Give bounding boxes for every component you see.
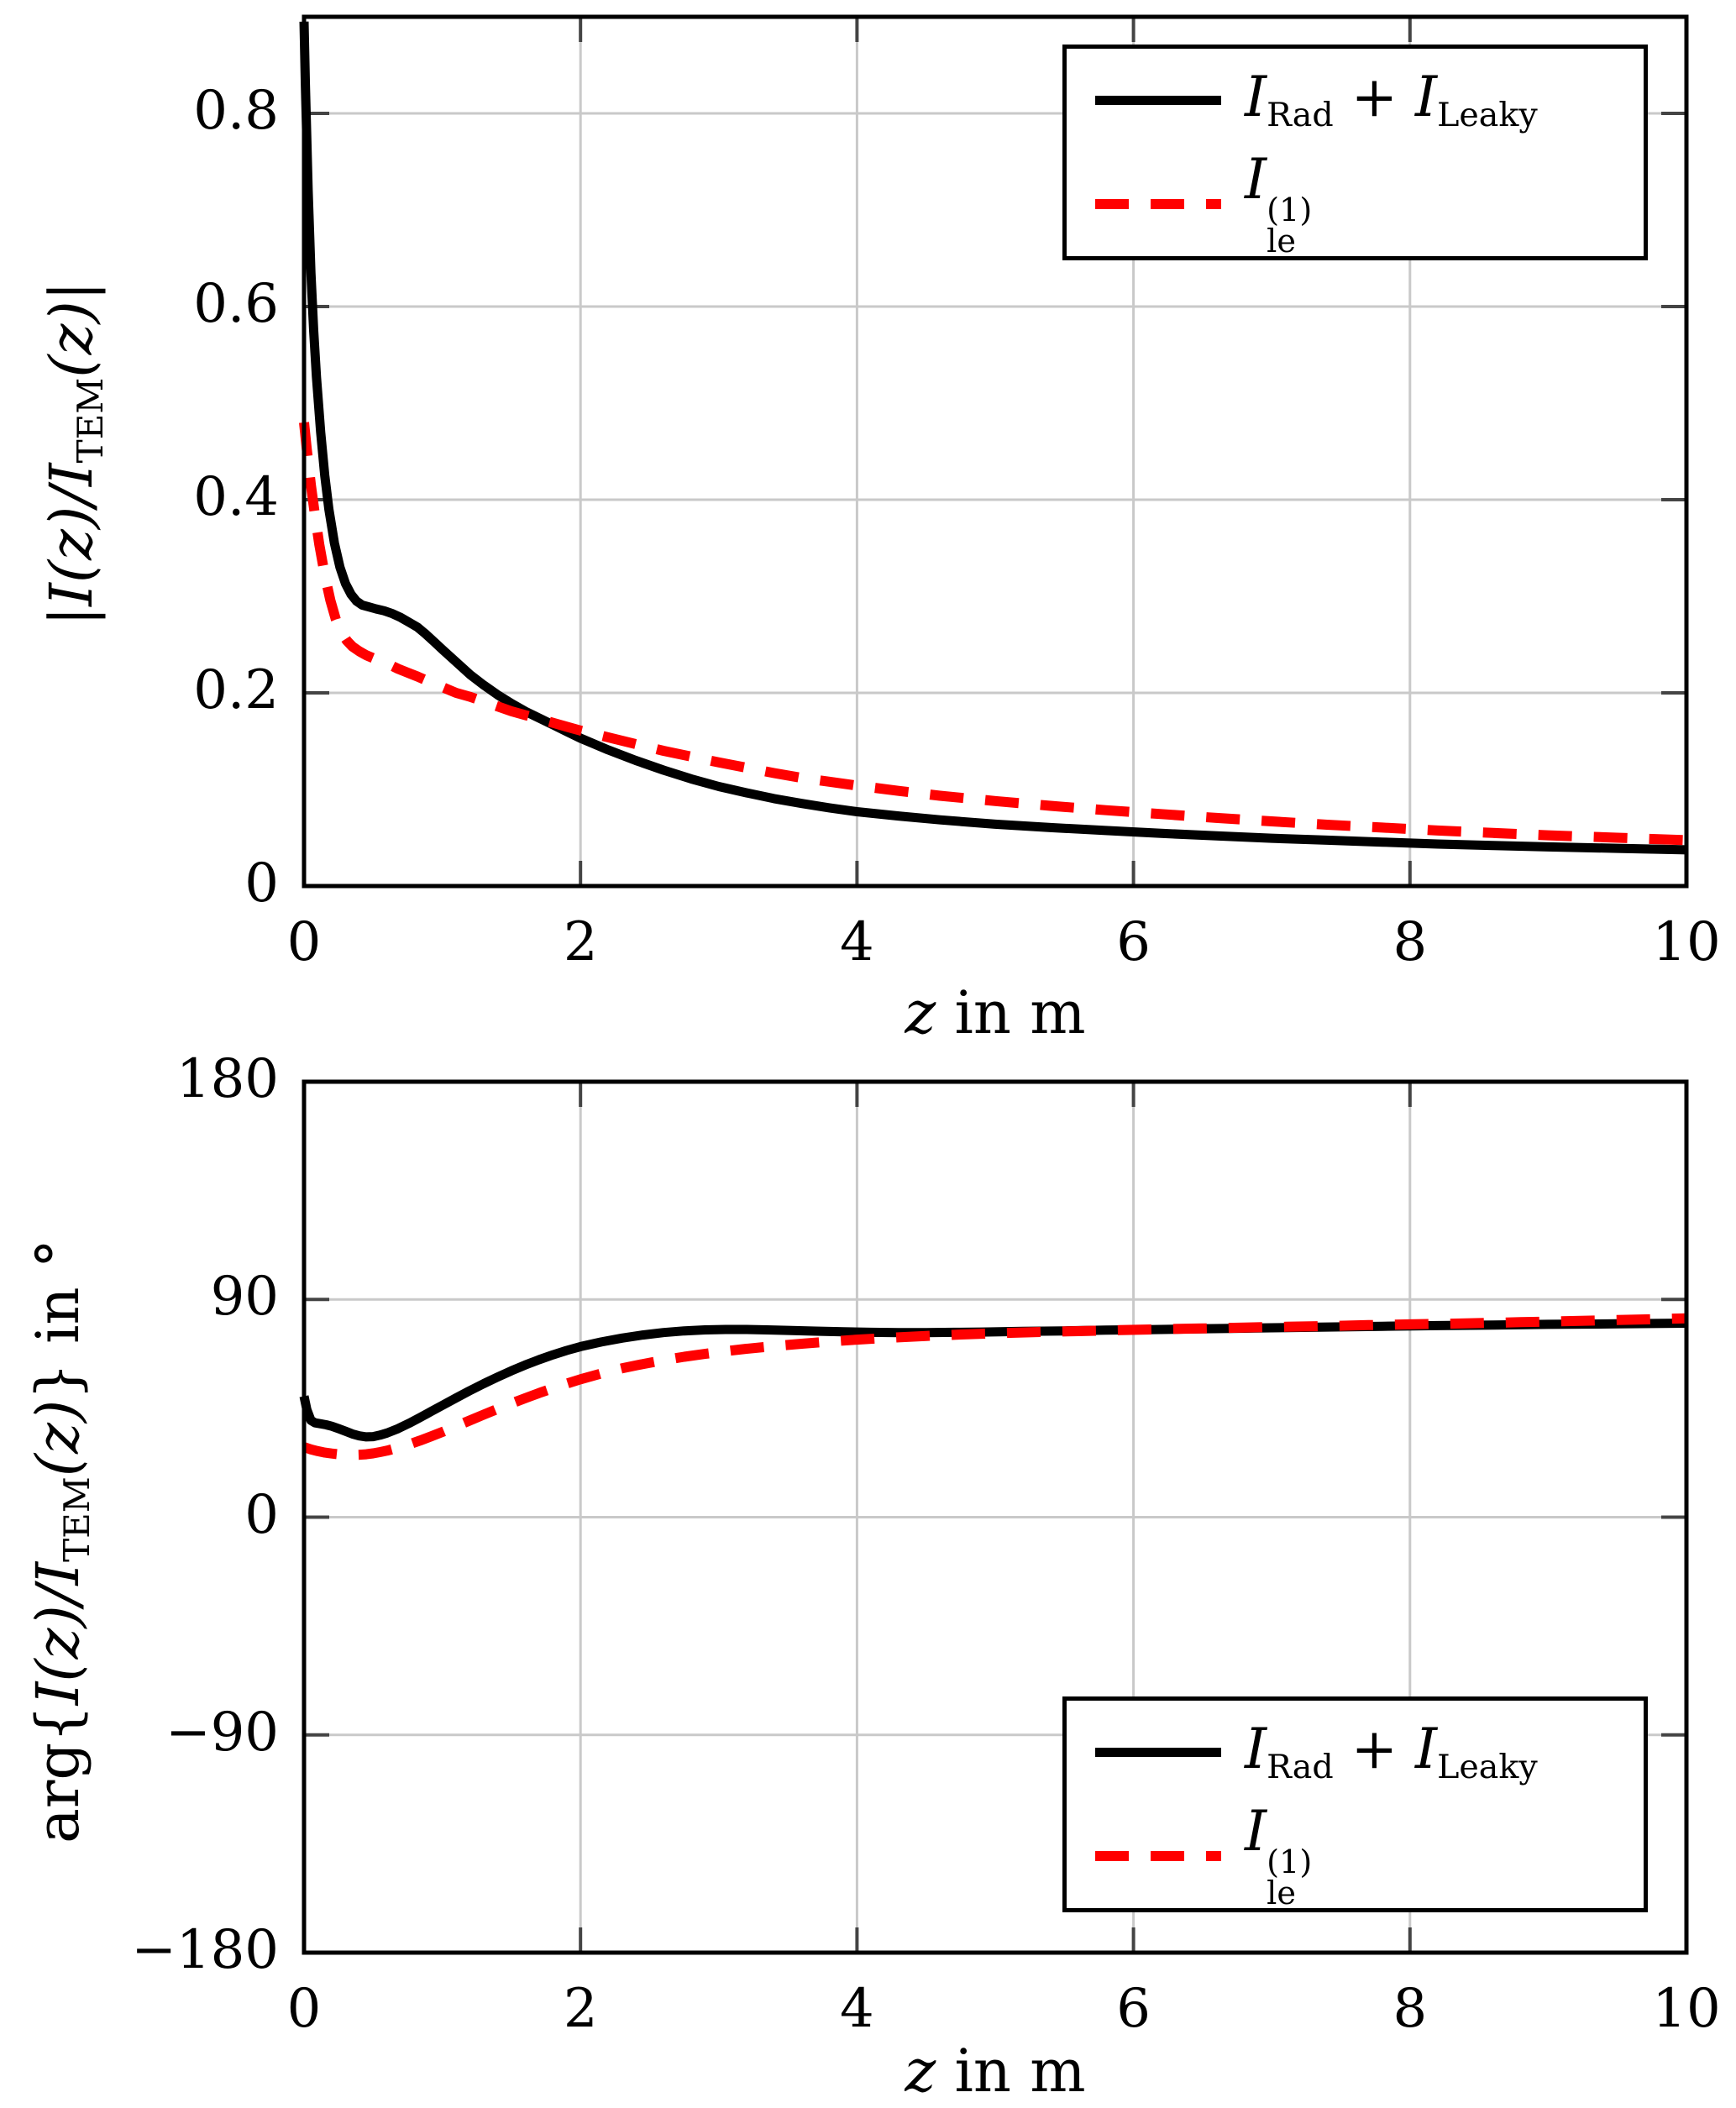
legend-top: IRad + ILeaky I (1) le [1062, 45, 1648, 260]
legend-entry-le1: I (1) le [1067, 146, 1644, 260]
legend-entry-rad-leaky: IRad + ILeaky [1067, 49, 1644, 153]
curve-le1 [299, 422, 1687, 846]
legend-line-sample-solid [1095, 1748, 1221, 1758]
curve-le1 [302, 1313, 1687, 1460]
x-tick-label: 0 [286, 1978, 322, 2040]
legend-entry-le1: I (1) le [1067, 1798, 1644, 1912]
legend-line-sample-solid [1095, 96, 1221, 106]
curve-rad-leaky [299, 21, 1687, 855]
x-axis-label-bottom: z in m [905, 2037, 1086, 2105]
x-tick-label: 0 [286, 911, 322, 973]
y-tick-label: 0.4 [193, 466, 279, 529]
y-tick-label: 0 [244, 1483, 279, 1546]
panel-phase [299, 1079, 1689, 1955]
legend-label-series1: IRad + ILeaky [1245, 1716, 1538, 1786]
axis-box [302, 1079, 1689, 1955]
x-tick-label: 4 [840, 911, 874, 973]
panel-magnitude [299, 14, 1689, 889]
y-tick-label: 180 [176, 1048, 279, 1111]
x-tick-label: 8 [1392, 1978, 1428, 2040]
y-tick-label: −180 [131, 1919, 279, 1982]
x-tick-label: 6 [1116, 911, 1151, 973]
legend-label-series2: I (1) le [1245, 1798, 1313, 1912]
legend-bottom: IRad + ILeaky I (1) le [1062, 1696, 1648, 1912]
axis-box [302, 14, 1689, 889]
x-tick-label: 10 [1652, 1978, 1721, 2040]
legend-entry-rad-leaky: IRad + ILeaky [1067, 1701, 1644, 1805]
x-tick-label: 6 [1116, 1978, 1151, 2040]
legend-line-sample-dashed [1095, 199, 1221, 210]
x-axis-label-top: z in m [905, 978, 1086, 1047]
legend-label-series1: IRad + ILeaky [1245, 64, 1538, 134]
y-axis-label-phase: arg{I(z)/ITEM(z)} in ° [24, 1239, 97, 1843]
y-tick-label: 0.2 [193, 659, 279, 722]
x-tick-label: 4 [840, 1978, 874, 2040]
x-tick-label: 10 [1652, 911, 1721, 973]
x-tick-label: 8 [1392, 911, 1428, 973]
y-tick-label: 0.8 [193, 80, 279, 143]
y-tick-label: 90 [210, 1266, 279, 1329]
legend-label-series2: I (1) le [1245, 146, 1313, 260]
y-tick-label: 0 [244, 852, 279, 915]
curve-rad-leaky [299, 1319, 1687, 1442]
x-tick-label: 2 [563, 911, 598, 973]
legend-line-sample-dashed [1095, 1851, 1221, 1862]
y-tick-label: 0.6 [193, 273, 279, 336]
x-tick-label: 2 [563, 1978, 598, 2040]
y-tick-label: −90 [165, 1701, 279, 1764]
